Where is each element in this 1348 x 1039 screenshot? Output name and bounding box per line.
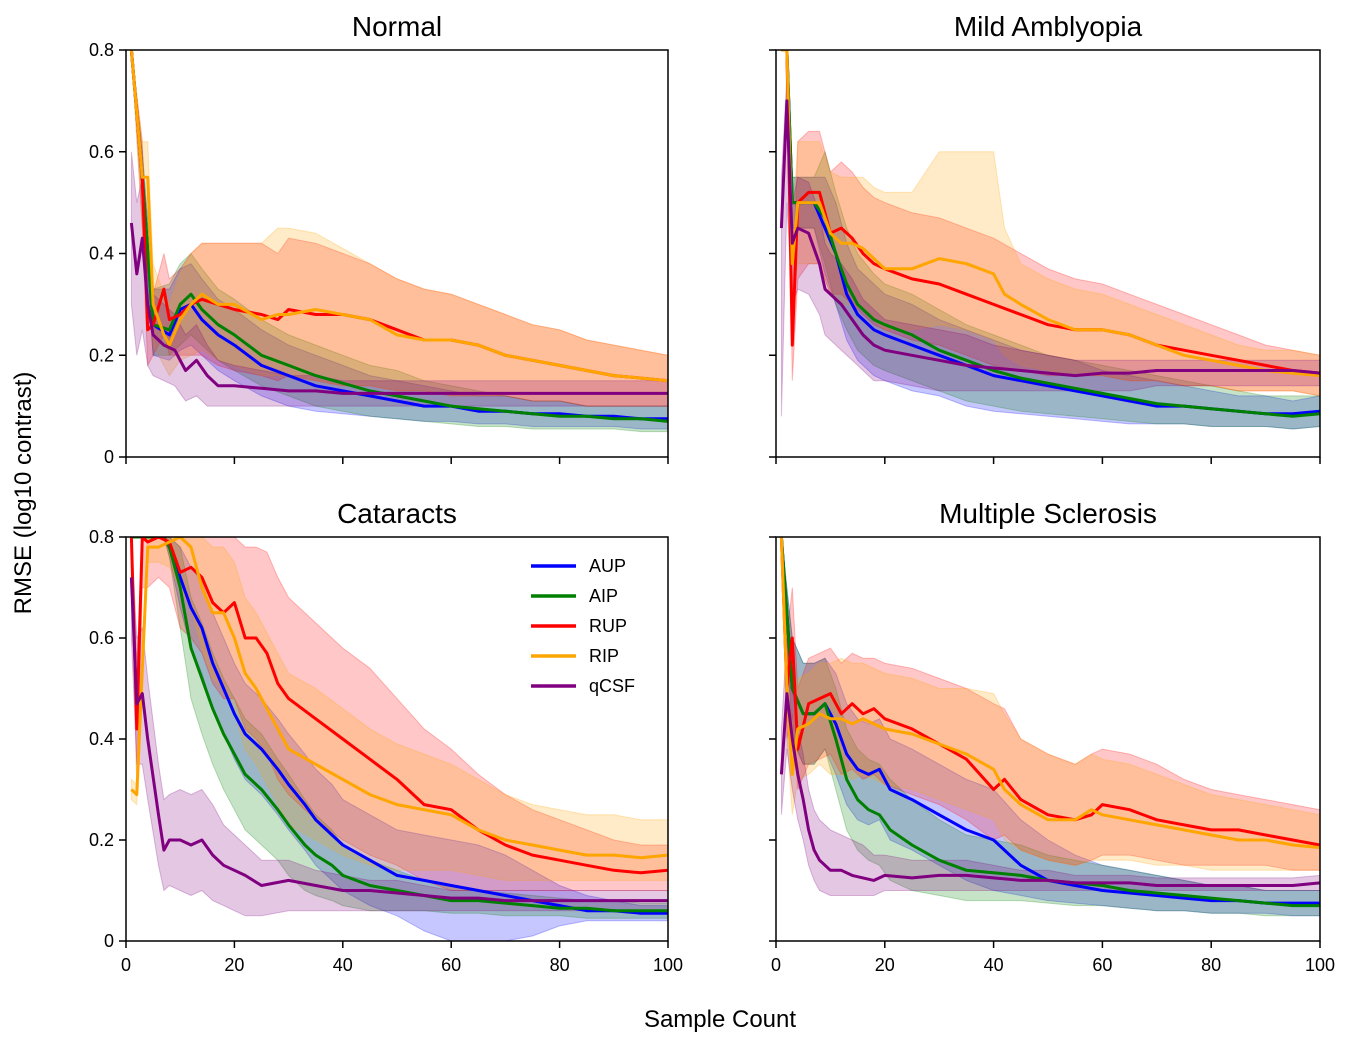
y-tick-label: 0.2 [89,830,114,850]
series-line-qcsf [129,577,668,903]
band-rup [781,50,1320,397]
series-line-aip [781,50,1320,418]
x-tick-label: 100 [653,955,683,975]
band-qcsf [780,75,1320,417]
y-tick-label: 0.8 [89,527,114,547]
y-tick-label: 0.6 [89,628,114,648]
band-rup [130,537,668,891]
band-aip [130,50,668,433]
band-aup [130,50,668,430]
band-rip [780,537,1320,871]
y-tick-label: 0.6 [89,142,114,162]
series-line-rup [781,50,1320,375]
panel-title: Multiple Sclerosis [939,498,1157,529]
x-tick-label: 60 [441,955,461,975]
legend-label-aip: AIP [589,586,618,606]
legend-label-qcsf: qCSF [589,676,635,696]
series-line-rip [130,537,668,860]
band-qcsf [130,537,668,917]
band-aup [131,537,668,941]
y-tick-label: 0 [104,931,114,951]
x-tick-label: 0 [771,955,781,975]
panel-title: Mild Amblyopia [954,11,1143,42]
y-tick-label: 0.4 [89,729,114,749]
series-line-aip [129,50,668,423]
x-tick-label: 0 [121,955,131,975]
series-line-rip [781,50,1320,378]
band-aip [780,537,1320,917]
series-line-qcsf [129,222,668,395]
x-tick-label: 60 [1092,955,1112,975]
x-tick-label: 20 [224,955,244,975]
series-line-rip [779,537,1320,850]
x-tick-label: 40 [333,955,353,975]
series-line-qcsf [779,99,1320,378]
y-tick-label: 0.4 [89,244,114,264]
panel-plot-area [779,537,1320,917]
figure-ylabel: RMSE (log10 contrast) [10,372,37,615]
panel-3: Cataracts 0 20 40 60 80 100 0 0.2 0.4 0.6 0.8 AUP AIP… [89,498,683,975]
panel-plot-area [129,537,668,941]
panel-plot-area [779,50,1320,430]
band-aup [781,50,1320,430]
panel-2: Mild Amblyopia [769,11,1321,464]
x-tick-label: 40 [984,955,1004,975]
figure-xlabel: Sample Count [644,1006,796,1033]
x-tick-label: 20 [875,955,895,975]
series-line-aup [129,50,668,421]
y-tick-label: 0.2 [89,345,114,365]
panel-title: Normal [352,11,442,42]
band-qcsf [130,151,668,407]
x-tick-label: 80 [550,955,570,975]
band-rup [780,537,1320,871]
y-tick-label: 0 [104,447,114,467]
panel-title: Cataracts [337,498,457,529]
legend-label-rup: RUP [589,616,627,636]
series-line-qcsf [779,692,1320,887]
series-line-rip [129,50,668,383]
band-aip [781,50,1320,430]
series-line-aip [131,537,668,913]
y-tick-label: 0.8 [89,40,114,60]
legend: AUP AIP RUP RIP qCSF [531,556,635,696]
legend-label-aup: AUP [589,556,626,576]
panel-1: Normal 0 0.2 0.4 0.6 0.8 [89,11,669,467]
x-tick-label: 100 [1305,955,1335,975]
series-line-rup [779,537,1320,847]
panel-plot-area [129,50,668,433]
panel-4: Multiple Sclerosis 0 20 40 60 80 100 [769,498,1335,975]
x-tick-label: 80 [1201,955,1221,975]
band-aip [131,537,668,919]
series-line-aip [779,537,1320,908]
legend-label-rip: RIP [589,646,619,666]
band-aup [780,537,1320,917]
